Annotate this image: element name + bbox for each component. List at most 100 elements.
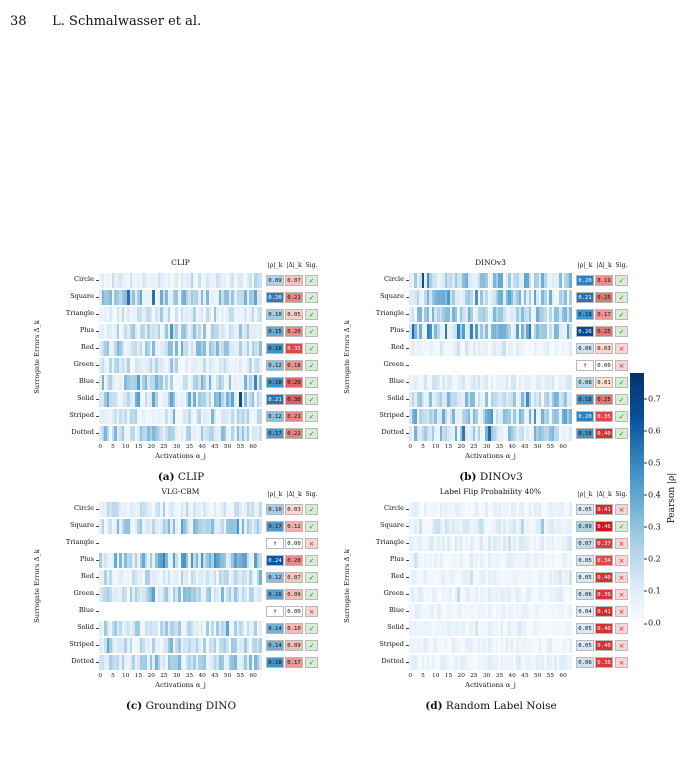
heatmap-cell <box>510 502 514 517</box>
heatmap-cell <box>409 502 412 517</box>
heatmap-cell <box>444 324 448 339</box>
heatmap-cell <box>538 341 542 356</box>
heatmap-cell <box>561 587 565 602</box>
heatmap-cell <box>498 375 501 390</box>
heatmap-cell <box>566 341 570 356</box>
heatmap-cell <box>411 426 415 441</box>
heatmap-cell <box>549 587 552 602</box>
heatmap-cell <box>454 426 458 441</box>
heatmap-cell <box>104 621 107 636</box>
row-label: Square <box>380 292 404 300</box>
check-icon: ✓ <box>305 504 318 515</box>
heatmap-strip <box>99 536 262 551</box>
heatmap-cell <box>139 324 143 339</box>
heatmap-cell <box>515 375 519 390</box>
heatmap-cell <box>193 273 196 288</box>
heatmap-cell <box>259 570 262 585</box>
heatmap-cell <box>431 375 435 390</box>
heatmap-cell <box>114 553 117 568</box>
heatmap-cell <box>465 519 468 534</box>
heatmap-cell <box>528 519 532 534</box>
heatmap-cell <box>505 519 509 534</box>
heatmap-cell <box>510 638 514 653</box>
x-axis: 0 5 10 15 20 25 30 35 40 45 50 55 60 <box>408 673 572 685</box>
heatmap-cell <box>419 536 422 551</box>
heatmap-cell <box>493 553 496 568</box>
heatmap-cell <box>470 553 473 568</box>
heatmap-cell <box>452 621 455 636</box>
heatmap-cell <box>546 536 550 551</box>
delta-cell: 0.18 <box>285 360 303 371</box>
heatmap-cell <box>452 409 455 424</box>
heatmap-row: Dotted 0.18 0.40 ✓ <box>346 425 628 442</box>
heatmap-cell <box>170 587 173 602</box>
heatmap-cell <box>175 621 178 636</box>
heatmap-cell <box>457 604 460 619</box>
heatmap-cell <box>508 392 511 407</box>
heatmap-cell <box>472 324 476 339</box>
heatmap-cell <box>449 621 453 636</box>
heatmap-cell <box>203 621 206 636</box>
heatmap-cell <box>566 273 570 288</box>
delta-cell: 0.40 <box>595 623 613 634</box>
heatmap-cell <box>127 587 130 602</box>
heatmap-cell <box>129 392 133 407</box>
heatmap-cell <box>480 341 483 356</box>
check-icon: ✓ <box>305 640 318 651</box>
heatmap-cell <box>498 519 501 534</box>
heatmap-cell <box>259 273 262 288</box>
heatmap-cell <box>124 570 128 585</box>
heatmap-cell <box>244 655 247 670</box>
heatmap-cell <box>459 341 463 356</box>
heatmap-cell <box>538 621 542 636</box>
heatmap-cell <box>419 604 422 619</box>
heatmap-cell <box>564 519 567 534</box>
heatmap-cell <box>216 290 219 305</box>
heatmap-cell <box>498 324 501 339</box>
heatmap-cell <box>251 570 255 585</box>
heatmap-cell <box>246 375 250 390</box>
heatmap-cell <box>444 536 448 551</box>
heatmap-cell <box>536 502 539 517</box>
heatmap-cell <box>170 358 173 373</box>
heatmap-cell <box>523 604 527 619</box>
delta-cell: 0.07 <box>285 275 303 286</box>
heatmap-cell <box>556 519 560 534</box>
heatmap-cell <box>127 570 130 585</box>
heatmap-cell <box>183 392 186 407</box>
heatmap-cell <box>536 375 539 390</box>
heatmap-cell <box>513 324 516 339</box>
heatmap-cell <box>503 409 506 424</box>
heatmap-cell <box>185 426 189 441</box>
heatmap-cell <box>231 392 234 407</box>
heatmap-cell <box>155 655 158 670</box>
heatmap-cell <box>155 553 158 568</box>
heatmap-cell <box>127 392 130 407</box>
heatmap-cell <box>424 375 427 390</box>
heatmap-cell <box>121 570 125 585</box>
heatmap-cell <box>528 655 532 670</box>
heatmap-cell <box>231 638 234 653</box>
heatmap-cell <box>155 502 158 517</box>
heatmap-cell <box>424 392 427 407</box>
heatmap-cell <box>434 621 438 636</box>
heatmap-cell <box>183 324 186 339</box>
heatmap-cell <box>482 341 486 356</box>
heatmap-cell <box>472 392 476 407</box>
heatmap-cell <box>155 307 158 322</box>
check-icon: ✓ <box>305 521 318 532</box>
heatmap-cell <box>180 655 184 670</box>
heatmap-cell <box>409 604 412 619</box>
heatmap-cell <box>551 604 555 619</box>
heatmap-cell <box>493 426 496 441</box>
heatmap-cell <box>134 570 138 585</box>
heatmap-cell <box>193 307 196 322</box>
heatmap-cell <box>177 426 181 441</box>
heatmap-cell <box>449 587 453 602</box>
heatmap-cell <box>429 621 432 636</box>
heatmap-cell <box>205 655 209 670</box>
heatmap-cell <box>167 553 171 568</box>
heatmap-cell <box>431 290 435 305</box>
heatmap-cell <box>109 307 112 322</box>
heatmap-cell <box>447 502 450 517</box>
